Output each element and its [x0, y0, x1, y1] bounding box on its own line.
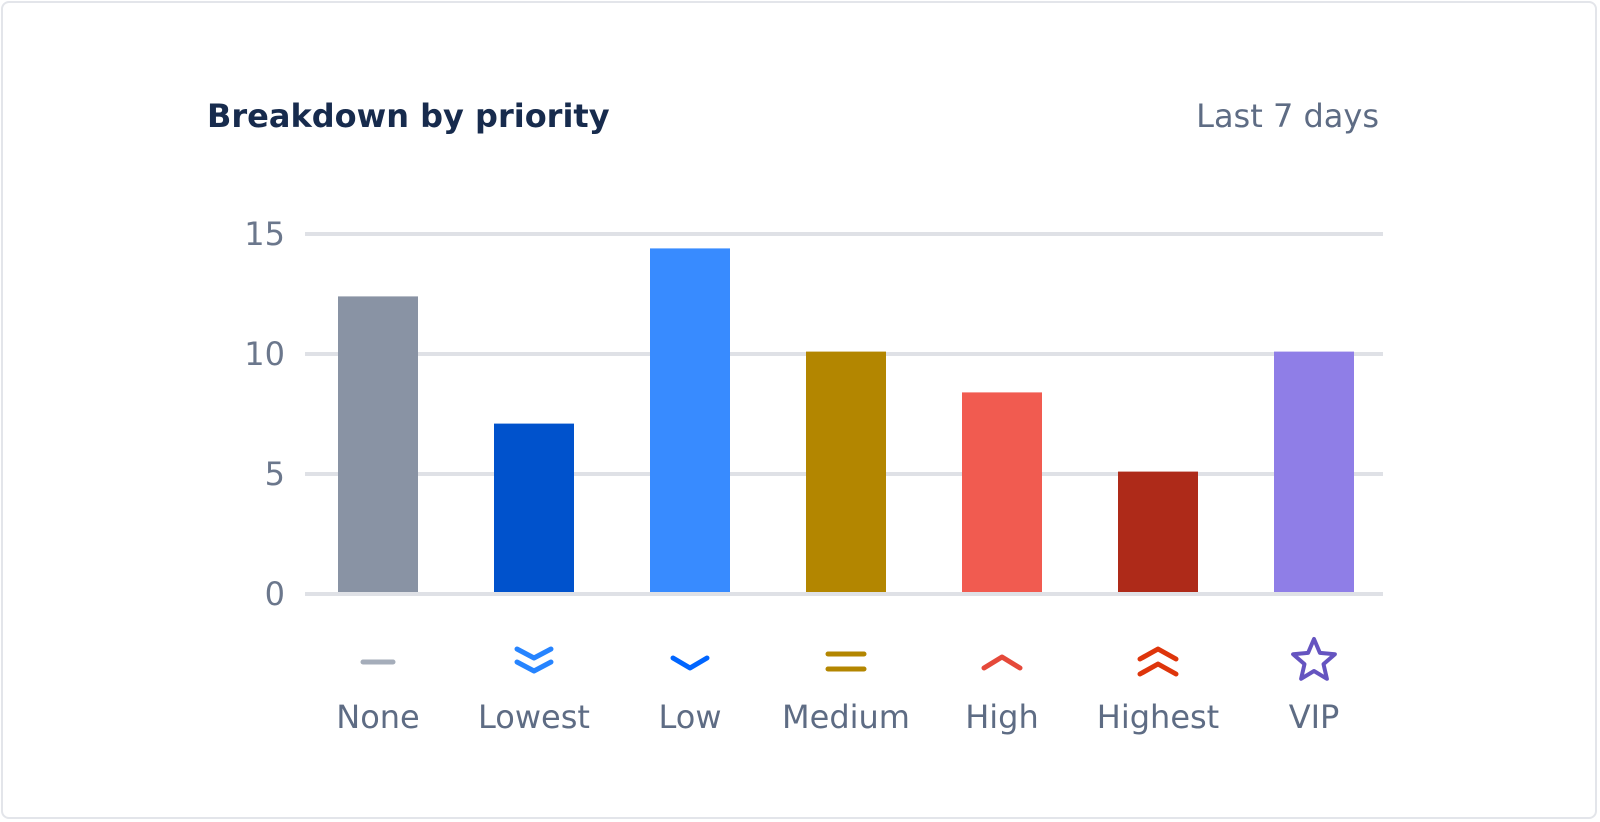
y-tick-label: 0 [265, 575, 285, 613]
x-tick-label: VIP [1289, 698, 1340, 736]
bar-lowest [494, 423, 574, 592]
x-tick-label: Medium [782, 698, 910, 736]
bar-medium [806, 351, 886, 592]
y-tick-label: 10 [244, 335, 285, 373]
x-tick-label: Low [658, 698, 721, 736]
date-range-label[interactable]: Last 7 days [1196, 97, 1379, 135]
priority-medium-icon [825, 651, 867, 672]
chart-title: Breakdown by priority [207, 97, 610, 135]
bar-none [338, 296, 418, 592]
priority-high-icon [981, 654, 1023, 671]
bar-highest [1118, 471, 1198, 592]
bar-vip [1274, 351, 1354, 592]
bar-low [650, 248, 730, 592]
x-tick-label: High [965, 698, 1039, 736]
priority-highest-icon [1137, 646, 1179, 677]
bar-high [962, 392, 1042, 592]
priority-vip-icon [1291, 637, 1337, 681]
x-tick-label: None [336, 698, 419, 736]
y-tick-label: 15 [244, 215, 285, 253]
priority-low-icon [670, 655, 710, 671]
x-tick-label: Highest [1097, 698, 1219, 736]
priority-lowest-icon [514, 646, 554, 674]
x-tick-label: Lowest [478, 698, 590, 736]
y-tick-label: 5 [265, 455, 285, 493]
